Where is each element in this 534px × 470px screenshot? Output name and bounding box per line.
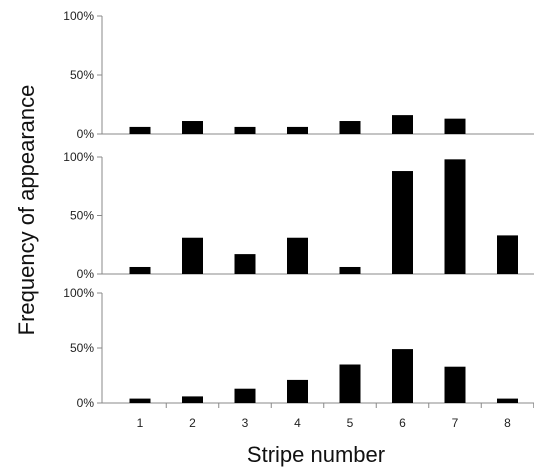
x-tick-label: 5 [347,416,354,430]
x-tick-label: 2 [189,416,196,430]
y-tick-label: 100% [63,9,94,23]
bar-panel3-stripe-2 [182,396,203,403]
bar-panel3-stripe-3 [234,388,256,403]
bar-panel2-stripe-6 [392,171,413,274]
x-tick-label: 7 [452,416,459,430]
bar-panel1-stripe-5 [339,121,361,134]
y-tick-label: 0% [77,127,95,141]
bar-panel2-stripe-2 [182,237,203,274]
bar-panel2-stripe-3 [234,254,256,274]
x-tick-label: 1 [137,416,144,430]
bar-panel2-stripe-7 [444,159,466,274]
y-tick-label: 0% [77,267,95,281]
bar-panel2-stripe-5 [339,266,361,274]
x-axis-title: Stripe number [247,442,385,467]
y-tick-label: 50% [70,341,94,355]
y-axis-title: Frequency of appearance [14,85,39,336]
bar-panel1-stripe-7 [444,118,466,134]
bar-panel2-stripe-8 [497,235,518,274]
y-tick-label: 100% [63,286,94,300]
y-tick-label: 50% [70,68,94,82]
bar-panel1-stripe-6 [392,115,413,134]
panel-3: 0% 50% 100% [63,286,534,410]
bar-panel3-stripe-7 [444,366,466,403]
bar-panel1-stripe-2 [182,121,203,134]
bar-panel3-stripe-8 [497,398,518,403]
y-tick-label: 50% [70,209,94,223]
x-tick-label: 4 [294,416,301,430]
panel-1: 0% 50% 100% [63,9,534,141]
bar-panel3-stripe-4 [287,379,308,403]
bar-panel2-stripe-1 [129,266,151,274]
panels: 0% 50% 100% 0% 50% 100% 0% 50% 100% 1 2 3 4 5 6 7 8 [63,9,534,430]
bar-panel3-stripe-1 [129,398,151,403]
x-tick-label: 3 [242,416,249,430]
panel-2: 0% 50% 100% [63,150,534,281]
bar-panel2-stripe-4 [287,237,308,274]
bar-panel1-stripe-4 [287,126,308,134]
y-tick-label: 0% [77,396,95,410]
y-tick-label: 100% [63,150,94,164]
x-tick-label: 8 [504,416,511,430]
x-tick-label: 6 [399,416,406,430]
bar-panel3-stripe-6 [392,349,413,403]
bar-panel3-stripe-5 [339,364,361,403]
bar-panel1-stripe-1 [129,126,151,134]
bar-panel1-stripe-3 [234,126,256,134]
